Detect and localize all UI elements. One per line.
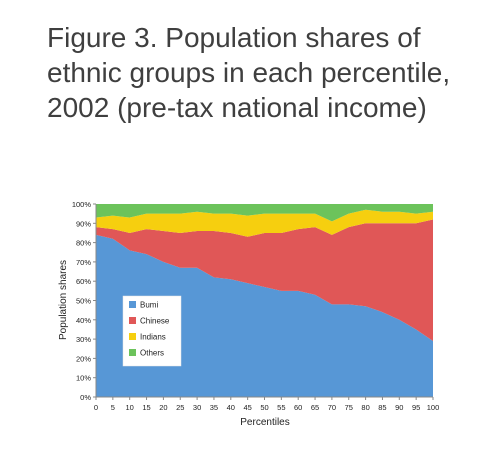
x-tick-label: 30 <box>193 403 201 412</box>
x-tick-label: 0 <box>94 403 98 412</box>
legend-label-bumi: Bumi <box>140 301 158 310</box>
y-axis-label: Population shares <box>58 260 69 340</box>
x-tick-label: 75 <box>345 403 353 412</box>
y-tick-label: 60% <box>76 277 91 286</box>
legend-label-chinese: Chinese <box>140 317 170 326</box>
y-tick-label: 50% <box>76 297 91 306</box>
x-tick-label: 15 <box>142 403 150 412</box>
legend-swatch-indians <box>129 333 136 340</box>
x-tick-label: 65 <box>311 403 319 412</box>
legend-swatch-chinese <box>129 317 136 324</box>
y-tick-label: 70% <box>76 258 91 267</box>
x-tick-label: 20 <box>159 403 167 412</box>
y-tick-label: 20% <box>76 354 91 363</box>
x-axis-label: Percentiles <box>240 417 289 428</box>
x-tick-label: 10 <box>126 403 134 412</box>
y-tick-label: 90% <box>76 219 91 228</box>
legend-label-others: Others <box>140 349 164 358</box>
x-tick-label: 50 <box>260 403 268 412</box>
area-chinese <box>96 219 433 342</box>
legend-swatch-bumi <box>129 301 136 308</box>
x-tick-label: 45 <box>243 403 251 412</box>
x-tick-labels: 0 5 10 15 20 25 30 35 40 45 50 55 60 65 70 75 80 85 90 95 10… <box>94 403 439 412</box>
x-tick-label: 95 <box>412 403 420 412</box>
x-tick-label: 90 <box>395 403 403 412</box>
x-tick-label: 5 <box>111 403 115 412</box>
y-tick-label: 0% <box>80 393 91 402</box>
x-tick-label: 35 <box>210 403 218 412</box>
legend-label-indians: Indians <box>140 333 166 342</box>
x-tick-label: 80 <box>361 403 369 412</box>
y-tick-label: 80% <box>76 239 91 248</box>
area-indians <box>96 209 433 237</box>
y-tick-label: 30% <box>76 335 91 344</box>
x-tick-label: 70 <box>328 403 336 412</box>
y-tick-labels: 0% 10% 20% 30% 40% 50% 60% 70% 80% 90% 100% <box>72 200 92 402</box>
x-tick-label: 25 <box>176 403 184 412</box>
y-tick-label: 40% <box>76 316 91 325</box>
area-others <box>96 204 433 222</box>
x-tick-label: 85 <box>378 403 386 412</box>
x-tick-label: 60 <box>294 403 302 412</box>
legend-swatch-others <box>129 349 136 356</box>
legend: Bumi Chinese Indians Others <box>122 295 182 367</box>
x-tick-label: 55 <box>277 403 285 412</box>
y-tick-label: 10% <box>76 374 91 383</box>
page-title: Figure 3. Population shares of ethnic gr… <box>47 22 451 123</box>
y-tick-label: 100% <box>72 200 92 209</box>
x-tick-label: 40 <box>227 403 235 412</box>
x-tick-label: 100 <box>427 403 440 412</box>
axes <box>93 203 434 400</box>
